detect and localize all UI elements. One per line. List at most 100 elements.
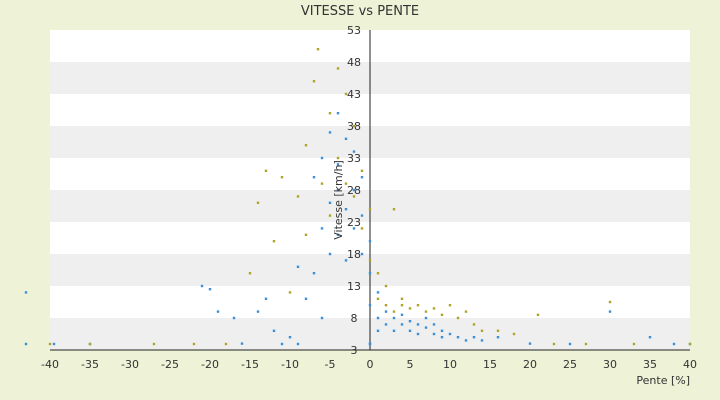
y-tick-label: 23 <box>347 216 361 229</box>
data-point <box>632 342 636 346</box>
x-tick-label: -30 <box>121 358 139 371</box>
data-point <box>344 208 348 211</box>
data-point <box>408 320 412 323</box>
data-point <box>336 112 340 115</box>
data-point <box>448 304 452 307</box>
data-point <box>376 272 380 275</box>
data-point <box>536 313 540 316</box>
data-point <box>288 291 292 294</box>
data-point <box>316 48 320 51</box>
x-tick-label: 35 <box>643 358 657 371</box>
data-point <box>464 339 468 342</box>
data-point <box>312 80 316 83</box>
data-point <box>496 336 500 339</box>
data-point <box>352 150 356 153</box>
data-point <box>384 304 388 307</box>
data-point <box>360 252 364 256</box>
data-point <box>320 316 324 320</box>
data-point <box>584 342 588 346</box>
data-point <box>512 332 516 336</box>
data-point <box>384 323 388 326</box>
data-point <box>320 227 324 230</box>
data-point <box>48 342 52 346</box>
y-axis-label: Vitesse [km/h] <box>332 160 345 240</box>
data-point <box>224 342 228 346</box>
data-point <box>456 336 460 339</box>
data-point <box>304 144 308 147</box>
data-point <box>344 259 348 262</box>
data-point <box>256 201 260 204</box>
data-point <box>424 310 428 313</box>
data-point <box>296 265 300 268</box>
y-tick-label: 43 <box>347 88 361 101</box>
axes <box>50 30 690 351</box>
data-point <box>400 304 404 307</box>
x-tick-label: -5 <box>325 358 336 371</box>
data-point <box>360 176 364 179</box>
data-point <box>360 227 364 230</box>
data-point <box>688 342 692 346</box>
data-point <box>432 332 436 336</box>
data-point <box>392 329 396 332</box>
data-point <box>432 307 436 310</box>
data-point <box>368 304 372 307</box>
data-point <box>376 291 380 294</box>
data-point <box>328 214 332 217</box>
x-tick-label: -40 <box>41 358 59 371</box>
data-point <box>408 307 412 310</box>
data-point <box>288 336 292 339</box>
data-point <box>320 182 324 185</box>
data-point <box>368 272 372 275</box>
y-tick-label: 18 <box>347 248 361 261</box>
data-point <box>328 201 332 204</box>
data-point <box>568 342 572 346</box>
data-point <box>480 329 484 332</box>
data-point <box>312 176 316 179</box>
x-tick-label: 15 <box>483 358 497 371</box>
data-point <box>432 323 436 326</box>
data-point <box>328 252 332 256</box>
data-point <box>304 233 308 236</box>
data-point <box>392 208 396 211</box>
data-point <box>608 300 612 304</box>
data-point <box>208 288 212 291</box>
data-point <box>336 67 340 70</box>
data-point <box>528 342 532 345</box>
data-point <box>400 297 404 300</box>
data-point <box>88 342 92 346</box>
data-point <box>216 310 220 313</box>
data-point <box>248 272 252 275</box>
data-point <box>416 323 420 326</box>
data-point <box>352 188 356 192</box>
data-point <box>280 176 284 179</box>
data-point <box>448 332 452 336</box>
y-tick-labels: 38131823283338434853 <box>347 24 361 357</box>
data-point <box>344 92 348 96</box>
data-point <box>312 272 316 275</box>
y-tick-label: 8 <box>351 312 358 325</box>
data-point <box>352 227 356 230</box>
data-point <box>296 342 300 346</box>
data-point <box>376 316 380 320</box>
x-tick-label: -15 <box>241 358 259 371</box>
data-point <box>304 297 308 300</box>
data-point <box>552 342 556 346</box>
data-point <box>360 169 364 172</box>
data-point <box>368 208 372 211</box>
data-point <box>392 316 396 320</box>
data-point <box>376 329 380 332</box>
data-point <box>336 188 340 192</box>
data-point <box>368 240 372 243</box>
data-point <box>328 112 332 115</box>
data-point <box>424 326 428 329</box>
data-point <box>648 336 652 339</box>
data-point <box>456 316 460 320</box>
data-point <box>400 313 404 316</box>
y-tick-label: 13 <box>347 280 361 293</box>
data-point <box>240 342 244 345</box>
data-point <box>424 316 428 320</box>
data-point <box>608 310 612 313</box>
x-tick-label: 10 <box>443 358 457 371</box>
data-point <box>336 156 340 160</box>
